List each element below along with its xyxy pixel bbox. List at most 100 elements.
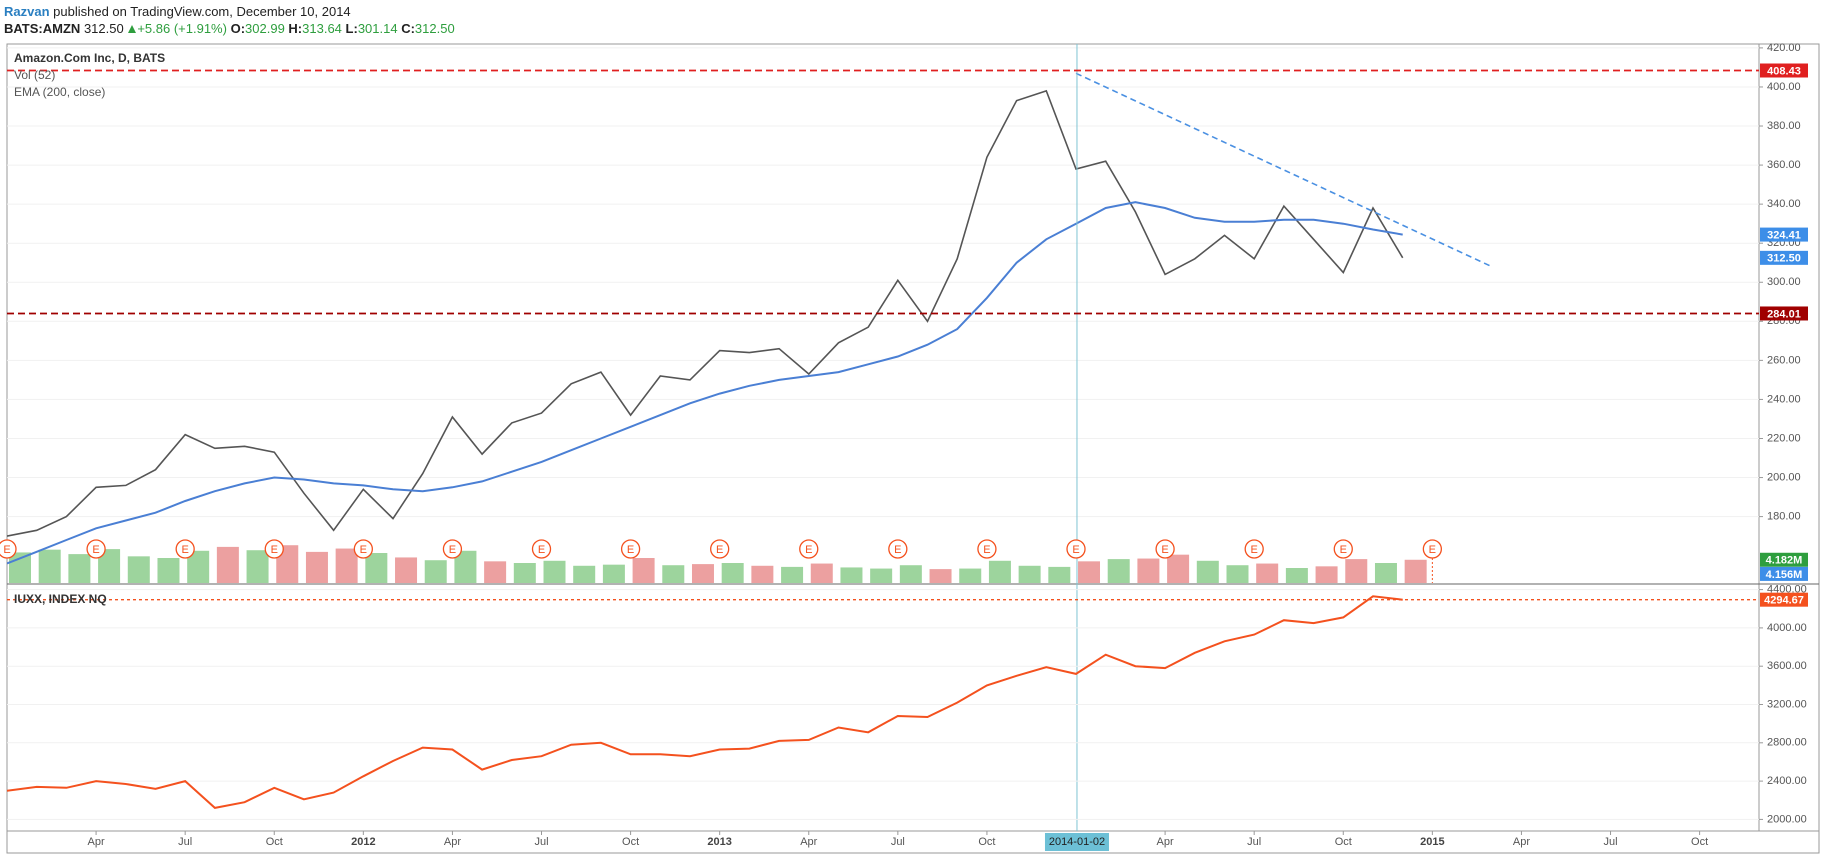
volume-bar [98,549,121,583]
price-label: 312.50 [1767,253,1801,265]
earnings-marker [86,539,106,559]
earnings-label: E [271,544,278,556]
pane [7,589,1759,820]
volume-bar [395,557,418,583]
legend-entry: EMA (200, close) [14,85,105,99]
earnings-label: E [360,544,367,556]
volume-bar [1315,566,1338,583]
volume-bar [899,565,922,583]
volume-bar [157,558,180,583]
y-tick-label: 3200.00 [1767,698,1807,710]
author[interactable]: Razvan [4,4,50,19]
volume-bar [929,569,952,583]
volume-bar [1018,565,1041,583]
earnings-label: E [181,544,188,556]
earnings-marker [710,539,730,559]
earnings-label: E [1251,544,1258,556]
volume-bar [1256,563,1279,583]
series-line [7,595,1403,809]
high-label: H: [288,21,303,36]
last: 312.50 [83,21,124,36]
y-tick-label: 2000.00 [1767,813,1807,825]
volume-bar [1374,563,1397,583]
volume-bar [870,568,893,583]
y-tick-label: 420.00 [1767,42,1801,54]
volume-bar [38,549,61,583]
price-label-box [1760,592,1808,607]
x-tick-label: Oct [622,836,639,848]
y-tick-label: 340.00 [1767,198,1801,210]
volume-bar [1226,565,1249,583]
earnings-label: E [1072,544,1079,556]
volume-bar [632,558,655,583]
volume-bar [602,564,625,583]
pane [7,47,1759,583]
volume-bar [573,565,596,583]
earnings-marker [1422,539,1443,559]
earnings-label: E [449,544,456,556]
volume-bar [424,560,447,583]
earnings-marker [620,539,641,559]
open: 302.99 [245,21,285,36]
x-tick-label: Oct [1691,836,1708,848]
high: 313.64 [302,21,342,36]
x-tick-label: Jul [891,836,905,848]
earnings-marker [799,539,819,559]
volume-bar [68,554,91,583]
x-tick-label: Jul [1603,836,1617,848]
volume-bar [662,565,685,583]
earnings-label: E [983,544,990,556]
x-tick-label: Oct [978,836,995,848]
y-tick-label: 2800.00 [1767,737,1807,749]
volume-label: 4.182M [1766,555,1803,567]
cursor-label-box [1044,833,1109,851]
publish-line: Razvan published on TradingView.com, Dec… [4,3,455,20]
legend-entry: Vol (52) [14,68,55,82]
earnings-label: E [1161,544,1168,556]
x-tick-label: 2012 [351,836,375,848]
low: 301.14 [357,21,398,36]
open-label: O: [230,21,246,36]
volume-bar [959,568,982,583]
volume-bar [1404,559,1427,583]
cursor-label: 2014-01-02 [1049,836,1105,848]
up-arrow [128,25,137,33]
earnings-label: E [627,544,634,556]
earnings-marker [531,539,552,559]
change: +5.86 (+1.91%) [137,21,227,36]
volume-bar [1285,568,1308,583]
earnings-label: E [894,544,901,556]
y-tick-label: 4000.00 [1767,622,1807,634]
volume-bar [988,560,1011,583]
earnings-marker [0,539,17,559]
earnings-marker [1244,539,1264,559]
volume-bar [305,551,328,583]
y-tick-label: 180.00 [1767,511,1801,523]
y-tick-label: 360.00 [1767,159,1801,171]
earnings-marker [888,539,908,559]
earnings-label: E [1429,544,1436,556]
volume-bar [1078,561,1101,583]
price-label-box [1760,63,1808,78]
earnings-marker [1333,539,1353,559]
legend-entry: Amazon.Com Inc, D, BATS [14,51,165,65]
volume-label-box [1760,566,1808,581]
x-tick-label: Jul [534,836,548,848]
x-tick-label: Apr [800,836,817,848]
trendline [1075,72,1493,268]
y-tick-label: 400.00 [1767,81,1801,93]
volume-bar [810,563,833,583]
earnings-label: E [1340,544,1347,556]
earnings-label: E [538,544,545,556]
y-tick-label: 240.00 [1767,393,1801,405]
published: published on TradingView.com, December 1… [53,4,351,19]
volume-bar [1137,558,1160,583]
series-line [7,201,1403,565]
volume-bar [1167,554,1190,583]
earnings-marker [264,539,284,559]
volume-bar [335,548,358,583]
earnings-label: E [92,544,99,556]
x-tick-label: Oct [1335,836,1352,848]
price-label: 284.01 [1767,308,1801,320]
